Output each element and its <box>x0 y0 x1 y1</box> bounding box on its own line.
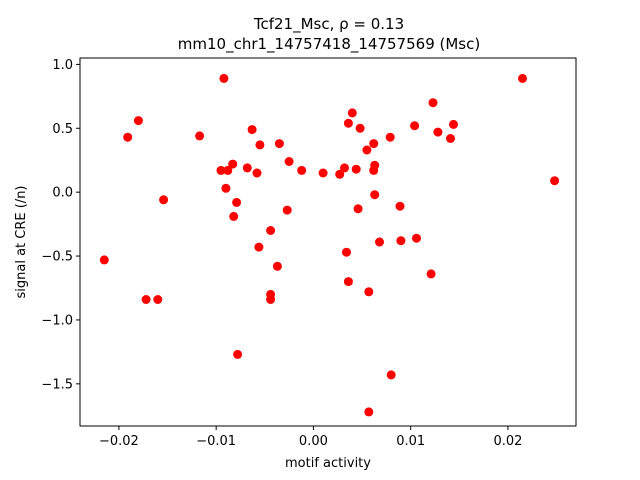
data-point-2 <box>133 116 143 126</box>
data-point-49 <box>396 236 406 246</box>
data-point-36 <box>353 204 363 214</box>
data-point-28 <box>318 168 328 178</box>
data-point-54 <box>433 127 443 137</box>
data-point-9 <box>221 183 231 193</box>
data-point-0 <box>99 255 109 265</box>
data-point-17 <box>252 168 262 178</box>
data-point-16 <box>247 125 257 135</box>
y-axis-label: signal at CRE (/n) <box>14 185 29 298</box>
x-tick-label: 0.02 <box>493 434 522 449</box>
y-axis-ticks: −1.5 −1.0 −0.5 0.0 0.5 1.0 <box>41 58 80 392</box>
data-point-23 <box>272 261 282 271</box>
data-point-48 <box>395 201 405 211</box>
data-point-40 <box>364 407 374 417</box>
data-point-35 <box>351 164 361 174</box>
y-tick-label: −0.5 <box>41 250 73 265</box>
data-point-44 <box>370 190 380 200</box>
data-point-41 <box>369 139 379 149</box>
data-point-55 <box>446 134 455 143</box>
data-point-20 <box>266 226 276 235</box>
x-tick-label: −0.02 <box>99 434 139 449</box>
x-axis-label: motif activity <box>285 456 371 471</box>
data-point-3 <box>141 295 151 304</box>
y-tick-label: −1.0 <box>41 313 73 328</box>
data-point-43 <box>370 160 380 170</box>
data-point-38 <box>362 145 372 155</box>
data-point-45 <box>375 237 384 247</box>
data-point-18 <box>254 242 264 252</box>
chart-title-line1: Tcf21_Msc, ρ = 0.13 <box>253 15 404 34</box>
data-point-46 <box>385 132 395 142</box>
data-point-47 <box>386 370 396 380</box>
x-tick-label: 0.00 <box>299 434 328 449</box>
data-point-37 <box>355 123 365 133</box>
data-point-19 <box>255 140 265 150</box>
data-point-51 <box>412 233 421 243</box>
data-point-22 <box>266 289 276 299</box>
data-point-56 <box>449 119 458 129</box>
data-point-11 <box>228 159 238 169</box>
data-point-25 <box>282 205 292 215</box>
data-point-50 <box>410 121 420 131</box>
data-point-4 <box>153 295 163 304</box>
data-point-58 <box>550 176 560 186</box>
data-point-32 <box>343 118 353 128</box>
data-point-1 <box>123 132 133 142</box>
data-point-34 <box>347 108 357 118</box>
data-point-8 <box>219 73 229 83</box>
data-point-5 <box>159 195 169 205</box>
data-point-12 <box>229 211 239 221</box>
data-point-53 <box>428 98 438 108</box>
data-point-29 <box>335 169 345 179</box>
y-tick-label: 0.0 <box>52 186 73 201</box>
data-point-52 <box>426 269 436 279</box>
data-point-6 <box>195 131 205 141</box>
y-tick-label: 0.5 <box>52 122 73 137</box>
plot-frame <box>79 57 577 427</box>
data-point-7 <box>216 165 226 175</box>
data-point-14 <box>233 349 243 359</box>
data-point-24 <box>274 139 284 149</box>
data-point-26 <box>284 157 294 166</box>
data-point-15 <box>242 163 252 173</box>
data-point-13 <box>232 197 242 207</box>
data-point-31 <box>342 247 351 257</box>
data-point-39 <box>364 287 374 297</box>
x-tick-label: −0.01 <box>196 434 236 449</box>
x-axis-ticks: −0.02 −0.01 0.00 0.01 0.02 <box>99 426 522 449</box>
x-tick-label: 0.01 <box>396 434 425 449</box>
y-tick-label: −1.5 <box>41 377 73 392</box>
chart-title-line2: mm10_chr1_14757418_14757569 (Msc) <box>178 35 480 54</box>
data-point-10 <box>223 165 233 175</box>
data-point-27 <box>297 165 307 175</box>
data-point-30 <box>340 163 349 173</box>
data-points <box>99 73 560 417</box>
y-tick-label: 1.0 <box>52 58 73 73</box>
data-point-57 <box>518 73 527 83</box>
data-point-33 <box>343 277 353 287</box>
